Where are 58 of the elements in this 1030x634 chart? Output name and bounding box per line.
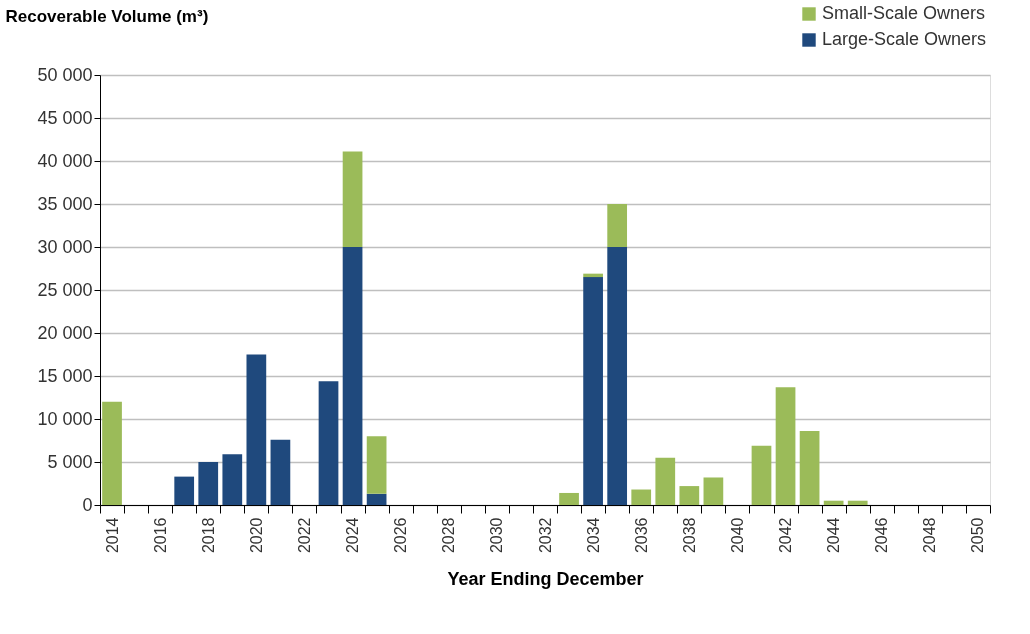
bar [246, 354, 267, 505]
x-tick-label: 2028 [440, 517, 458, 554]
x-tick-label: 2036 [632, 517, 650, 554]
x-tick-label: 2032 [536, 517, 554, 554]
x-tick-label: 2044 [825, 517, 843, 554]
y-tick-label: 35 000 [37, 193, 93, 214]
x-tick-label: 2034 [584, 517, 602, 554]
y-tick-label: 20 000 [37, 322, 93, 343]
bar [703, 477, 724, 505]
x-tick-label: 2042 [777, 517, 795, 554]
x-tick-label: 2030 [488, 517, 506, 554]
y-tick-label: 5 000 [47, 451, 93, 472]
bar [102, 401, 122, 505]
bar [342, 151, 363, 247]
x-tick-label: 2020 [247, 517, 265, 554]
legend-label: Large-Scale Owners [822, 29, 987, 49]
x-tick-label: 2050 [969, 517, 987, 554]
bar [583, 277, 603, 505]
x-tick-label: 2018 [199, 517, 217, 554]
y-tick-label: 30 000 [37, 236, 93, 257]
bar [342, 247, 363, 505]
x-tick-label: 2024 [344, 517, 362, 554]
bar [270, 439, 291, 505]
legend-label: Small-Scale Owners [822, 3, 986, 23]
y-tick-label: 0 [82, 494, 93, 515]
y-tick-label: 45 000 [37, 107, 93, 128]
bar [174, 476, 195, 505]
bar [607, 247, 628, 505]
x-axis-title: Year Ending December [447, 569, 644, 590]
x-tick-label: 2048 [921, 517, 939, 554]
x-tick-label: 2038 [680, 517, 698, 554]
y-tick-label: 25 000 [37, 279, 93, 300]
bar [775, 387, 796, 505]
bar [198, 462, 219, 505]
bar [823, 500, 844, 505]
bar [655, 457, 676, 505]
bar [607, 204, 628, 247]
bar [631, 489, 652, 505]
x-tick-label: 2016 [151, 517, 169, 554]
bar [679, 486, 700, 505]
bar [559, 492, 579, 505]
y-tick-label: 15 000 [37, 365, 93, 386]
bar [366, 493, 387, 505]
x-tick-label: 2046 [873, 517, 891, 554]
bar [847, 500, 868, 505]
x-tick-label: 2040 [728, 517, 746, 554]
bar [222, 454, 243, 505]
y-tick-label: 40 000 [37, 150, 93, 171]
y-tick-label: 50 000 [37, 64, 93, 85]
x-tick-label: 2022 [295, 517, 313, 554]
y-axis-title: Recoverable Volume (m³) [5, 6, 209, 26]
bar [751, 445, 772, 505]
bar [366, 436, 387, 494]
x-tick-label: 2026 [392, 517, 410, 554]
x-tick-label: 2014 [103, 517, 121, 554]
bar [318, 381, 339, 505]
y-tick-label: 10 000 [37, 408, 93, 429]
bar [799, 431, 820, 505]
